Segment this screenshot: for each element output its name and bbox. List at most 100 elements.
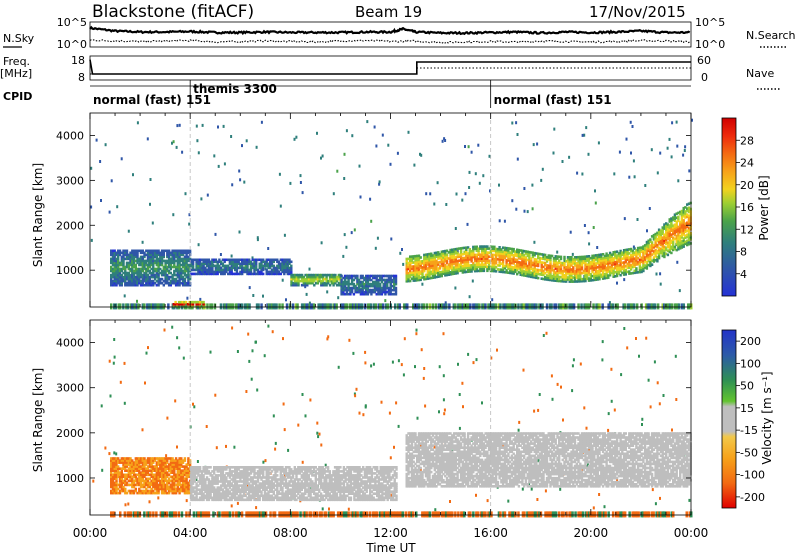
echo-cell xyxy=(444,272,447,275)
echo-cell xyxy=(267,266,270,270)
echo-cell xyxy=(117,465,120,468)
echo-cell xyxy=(624,252,627,256)
near-range-cell xyxy=(524,303,528,310)
echo-cell xyxy=(379,278,382,282)
echo-cell xyxy=(556,255,559,258)
near-range-cell xyxy=(523,511,526,518)
echo-cell xyxy=(145,487,148,491)
echo-cell xyxy=(356,286,359,290)
echo-cell xyxy=(164,261,167,265)
echo-cell xyxy=(535,270,538,273)
echo-cell xyxy=(118,267,122,271)
echo-cell xyxy=(176,265,179,269)
echo-cell xyxy=(544,276,547,279)
echo-cell xyxy=(113,279,116,283)
echo-cell xyxy=(682,233,685,236)
echo-cell xyxy=(124,271,127,275)
echo-cell xyxy=(127,255,130,259)
near-range-cell xyxy=(156,303,160,310)
scatter-cell xyxy=(201,123,204,127)
echo-cell xyxy=(143,461,146,464)
echo-cell xyxy=(368,288,371,292)
echo-cell xyxy=(565,266,568,269)
echo-cell xyxy=(235,260,239,264)
echo-cell xyxy=(328,273,332,277)
scatter-cell xyxy=(370,364,373,368)
echo-cell xyxy=(185,267,188,271)
echo-cell xyxy=(113,459,116,462)
near-range-cell xyxy=(291,511,295,518)
echo-cell xyxy=(516,254,519,258)
scatter-cell xyxy=(613,172,616,176)
echo-cell xyxy=(633,253,636,256)
echo-cell xyxy=(463,258,466,262)
echo-cell xyxy=(176,257,179,261)
echo-cell xyxy=(405,261,408,265)
echo-cell xyxy=(486,255,489,258)
echo-cell xyxy=(283,266,286,270)
echo-cell xyxy=(139,275,143,279)
scatter-cell xyxy=(380,400,383,404)
echo-cell xyxy=(141,257,144,261)
echo-cell xyxy=(570,268,573,271)
near-range-cell xyxy=(318,303,322,310)
scatter-cell xyxy=(195,124,198,128)
echo-cell xyxy=(183,259,187,263)
scatter-cell xyxy=(579,362,582,366)
echo-cell xyxy=(526,258,529,262)
echo-cell xyxy=(124,273,127,277)
near-range-cell xyxy=(661,303,664,310)
echo-cell xyxy=(148,473,151,477)
echo-cell xyxy=(347,288,350,292)
scatter-cell xyxy=(299,181,302,184)
echo-cell xyxy=(115,471,118,474)
echo-cell xyxy=(148,457,151,460)
echo-cell xyxy=(687,202,691,206)
echo-cell xyxy=(202,262,205,266)
echo-cell xyxy=(354,284,357,288)
echo-cell xyxy=(622,271,626,274)
scatter-cell xyxy=(526,210,529,214)
echo-cell xyxy=(449,271,452,274)
near-range-cell xyxy=(676,303,679,310)
echo-cell xyxy=(181,261,185,265)
echo-cell xyxy=(535,262,538,265)
echo-cell xyxy=(428,266,431,270)
echo-cell xyxy=(419,272,422,275)
scatter-cell xyxy=(489,189,491,193)
echo-cell xyxy=(657,230,661,234)
near-range-cell xyxy=(323,303,326,310)
echo-cell xyxy=(545,258,549,261)
near-range-cell xyxy=(623,511,627,518)
echo-cell xyxy=(246,266,249,270)
echo-cell xyxy=(416,274,419,278)
near-range-cell xyxy=(626,303,630,310)
echo-cell xyxy=(152,473,155,477)
echo-cell xyxy=(131,461,134,464)
echo-cell xyxy=(624,258,627,262)
echo-cell xyxy=(643,246,647,249)
echo-cell xyxy=(242,268,246,272)
echo-cell xyxy=(276,258,279,262)
scatter-cell xyxy=(576,171,579,175)
echo-cell xyxy=(558,267,561,271)
echo-cell xyxy=(589,275,592,278)
echo-cell xyxy=(152,281,155,285)
echo-cell xyxy=(479,263,482,267)
echo-cell xyxy=(635,271,638,274)
echo-cell xyxy=(614,260,617,264)
scatter-cell xyxy=(199,297,202,301)
echo-cell xyxy=(649,244,652,247)
echo-cell xyxy=(494,270,498,273)
echo-cell xyxy=(656,255,659,259)
echo-cell xyxy=(365,280,368,284)
echo-cell xyxy=(479,269,482,273)
echo-cell xyxy=(265,258,268,262)
echo-cell xyxy=(120,467,123,470)
echo-cell xyxy=(484,265,487,269)
scatter-cell xyxy=(316,421,319,425)
near-range-cell xyxy=(357,303,361,310)
echo-cell xyxy=(169,259,172,263)
echo-cell xyxy=(494,261,498,265)
echo-cell xyxy=(451,256,454,260)
